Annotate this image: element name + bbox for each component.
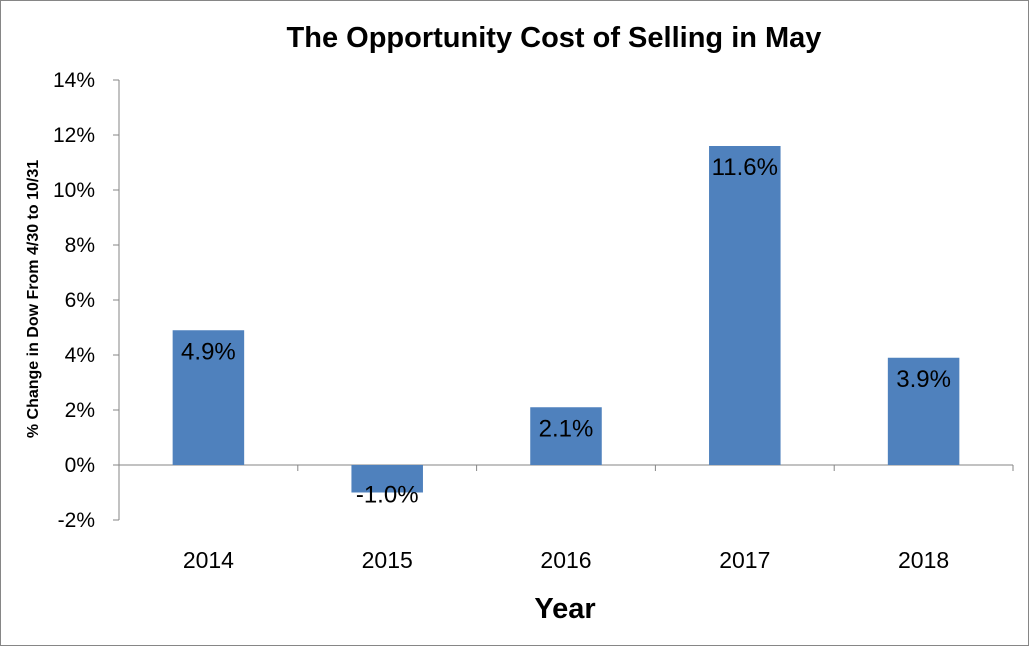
data-label: 2.1%: [539, 415, 594, 442]
axes: -2% 0% 2% 4% 6% 8% 10% 12% 14% 2014 2015 2016 2017 20…: [53, 69, 1014, 573]
x-tick-label: 2018: [898, 547, 949, 573]
chart-title: The Opportunity Cost of Selling in May: [287, 22, 822, 54]
y-tick-label: 2%: [65, 399, 95, 422]
y-axis-label: % Change in Dow From 4/30 to 10/31: [25, 160, 42, 438]
data-label: 4.9%: [181, 338, 236, 365]
data-labels: 4.9% -1.0% 2.1% 11.6% 3.9%: [181, 154, 951, 509]
data-label: -1.0%: [356, 482, 419, 509]
x-tick-label: 2017: [719, 547, 770, 573]
y-tick-label: -2%: [58, 509, 95, 532]
y-tick-label: 10%: [53, 179, 95, 202]
bar-2014: [172, 330, 245, 465]
data-label: 3.9%: [896, 366, 951, 393]
x-axis-label: Year: [534, 593, 595, 625]
y-tick-label: 6%: [65, 289, 95, 312]
bar-2018: [887, 357, 960, 465]
x-tick-label: 2016: [540, 547, 591, 573]
data-label: 11.6%: [712, 154, 778, 181]
y-tick-label: 4%: [65, 344, 95, 367]
bar-2017: [709, 146, 781, 465]
bar-2016: [530, 407, 602, 465]
y-tick-label: 8%: [65, 234, 95, 257]
bar-2015: [351, 465, 423, 493]
bars: [172, 146, 960, 493]
y-tick-label: 12%: [53, 124, 95, 147]
x-tick-label: 2015: [362, 547, 413, 573]
y-tick-label: 14%: [53, 69, 95, 92]
x-tick-label: 2014: [183, 547, 234, 573]
y-tick-label: 0%: [65, 454, 95, 477]
